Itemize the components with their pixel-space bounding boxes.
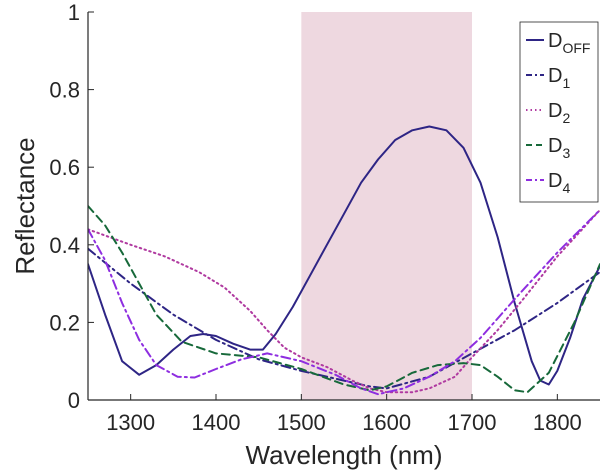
legend-box xyxy=(519,21,599,203)
x-tick-label: 1300 xyxy=(106,410,155,435)
y-ticks: 0 0.2 0.4 0.6 0.8 1 xyxy=(49,0,94,413)
legend-label-main: D xyxy=(548,170,562,192)
y-axis-label: Reflectance xyxy=(10,137,40,274)
x-axis-label: Wavelength (nm) xyxy=(246,440,443,470)
shaded-band xyxy=(301,12,472,400)
y-tick-label: 0.2 xyxy=(49,310,80,335)
series-layer xyxy=(88,125,600,396)
legend-label-main: D xyxy=(548,135,562,157)
legend-label-subscript: 2 xyxy=(562,110,570,126)
y-tick-label: 0 xyxy=(68,388,80,413)
legend-label-subscript: 3 xyxy=(562,145,570,161)
series-line-1 xyxy=(88,125,600,386)
x-tick-label: 1500 xyxy=(277,410,326,435)
shaded-band-layer xyxy=(301,12,472,400)
legend-label-main: D xyxy=(548,65,562,87)
axes-layer xyxy=(87,12,600,401)
legend-label-main: D xyxy=(548,30,562,52)
x-tick-label: 1800 xyxy=(533,410,582,435)
legend-label-main: D xyxy=(548,100,562,122)
y-tick-label: 0.6 xyxy=(49,155,80,180)
series-line-4 xyxy=(88,205,600,394)
legend-label-1: DOFF xyxy=(548,30,590,56)
legend-label-subscript: OFF xyxy=(562,40,590,56)
legend-label-5: D4 xyxy=(548,170,570,196)
legend-label-subscript: 4 xyxy=(562,180,570,196)
y-tick-label: 1 xyxy=(68,0,80,25)
x-tick-label: 1600 xyxy=(362,410,411,435)
series-line-5 xyxy=(88,208,600,396)
legend-label-2: D1 xyxy=(548,65,570,91)
legend-label-4: D3 xyxy=(548,135,570,161)
series-line-3 xyxy=(88,208,600,394)
y-tick-label: 0.4 xyxy=(49,233,80,258)
x-tick-label: 1700 xyxy=(448,410,497,435)
x-ticks: 1300 1400 1500 1600 1700 1800 xyxy=(106,394,582,435)
x-tick-label: 1400 xyxy=(192,410,241,435)
legend-label-subscript: 1 xyxy=(562,75,570,91)
y-tick-label: 0.8 xyxy=(49,78,80,103)
legend-label-3: D2 xyxy=(548,100,570,126)
